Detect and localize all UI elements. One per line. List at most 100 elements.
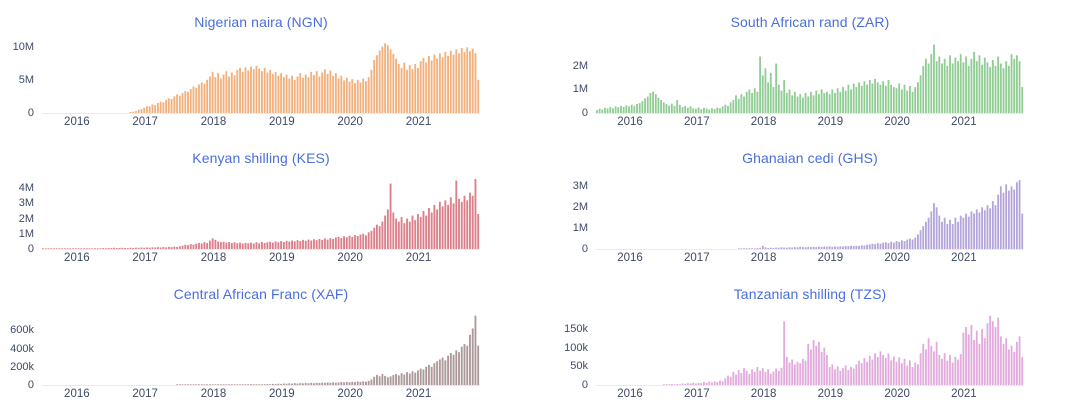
bar [137, 247, 140, 249]
bar [769, 247, 772, 249]
bar [222, 74, 225, 113]
bar [807, 343, 810, 385]
bar [890, 360, 893, 385]
bar [638, 103, 641, 113]
bar [973, 213, 975, 249]
bar [933, 44, 935, 113]
bar [596, 110, 598, 113]
bar [436, 58, 439, 113]
x-tick-label: 2017 [684, 388, 710, 400]
bar [378, 376, 381, 385]
y-axis-labels: 0 1M 2M 3M [540, 176, 596, 255]
bar [135, 247, 137, 249]
bar [408, 221, 411, 249]
bar [460, 47, 463, 113]
bar [386, 209, 389, 249]
bar [810, 349, 812, 385]
x-tick-label: 2020 [337, 388, 363, 400]
bar [345, 237, 348, 249]
bar [411, 69, 414, 113]
chart-cell-tzs: Tanzanian shilling (TZS) 0 50k 100k 150k 20… [540, 272, 1080, 408]
bar [50, 248, 53, 249]
bar [178, 384, 181, 385]
x-tick-label: 2020 [884, 388, 910, 400]
bar [121, 247, 124, 249]
bar [807, 246, 810, 249]
bar [681, 383, 684, 385]
bar [288, 241, 291, 249]
bar [884, 358, 887, 385]
chart-cell-xaf: Central African Franc (XAF) 0 200k 400k 600… [0, 272, 540, 408]
bar [633, 105, 636, 113]
bar [425, 215, 428, 249]
bar [852, 368, 855, 385]
bar [159, 247, 162, 249]
bar [132, 111, 135, 113]
bar [892, 356, 895, 385]
bar [957, 359, 959, 385]
x-tick-label: 2021 [405, 388, 432, 400]
bar [228, 242, 231, 249]
bar [684, 383, 687, 385]
bar [614, 106, 617, 113]
bar [630, 104, 633, 113]
bar [855, 87, 858, 113]
bar [411, 215, 414, 249]
bar [796, 247, 799, 249]
bar [310, 71, 313, 113]
bar [271, 383, 274, 385]
y-tick-label: 0 [581, 243, 588, 255]
bar [192, 86, 195, 113]
y-tick-label: 100k [564, 341, 588, 354]
bar [622, 106, 625, 113]
bar [274, 71, 277, 113]
bar [343, 236, 345, 249]
bar [345, 77, 348, 113]
bar [617, 107, 620, 113]
bar [354, 83, 356, 113]
bar [356, 79, 359, 113]
bar [211, 238, 214, 249]
bar-series-tzs [662, 315, 1024, 385]
bar [823, 246, 826, 249]
bar [999, 186, 1002, 249]
plot-row: 0 1M 2M 3M 4M 2016 2017 2018 2019 2020 2021 [0, 176, 540, 264]
bar [989, 315, 992, 385]
bar [370, 230, 373, 249]
bar [334, 73, 337, 113]
chart-cell-ngn: Nigerian naira (NGN) 0 5M 10M 2016 2017 2018… [0, 0, 540, 136]
bar [241, 243, 244, 249]
bar [999, 63, 1002, 113]
bar [315, 240, 318, 249]
plot-area-kes: 2016 2017 2018 2019 2020 2021 [42, 176, 480, 264]
bar [370, 379, 373, 385]
bar [917, 82, 919, 113]
bar [356, 236, 359, 249]
bar [269, 384, 272, 385]
bar [230, 72, 233, 113]
bar [959, 354, 962, 385]
bar [975, 61, 978, 113]
bar [922, 343, 925, 385]
bar [844, 90, 847, 113]
bar [686, 383, 689, 385]
bar [804, 92, 807, 113]
bar [852, 246, 855, 249]
bar [775, 63, 778, 113]
bar [879, 243, 882, 249]
bar [673, 384, 676, 385]
bar [925, 58, 927, 113]
bar [756, 248, 759, 249]
bar [941, 63, 943, 113]
bar [973, 340, 975, 385]
bar [660, 100, 663, 113]
bar [983, 57, 986, 113]
bar [903, 358, 906, 385]
bar [280, 73, 283, 113]
bar [359, 381, 362, 385]
bar [321, 72, 324, 113]
x-axis-labels: 2016 2017 2018 2019 2020 2021 [42, 387, 480, 403]
bar [211, 71, 214, 113]
bar [783, 80, 786, 113]
bar [425, 366, 428, 385]
